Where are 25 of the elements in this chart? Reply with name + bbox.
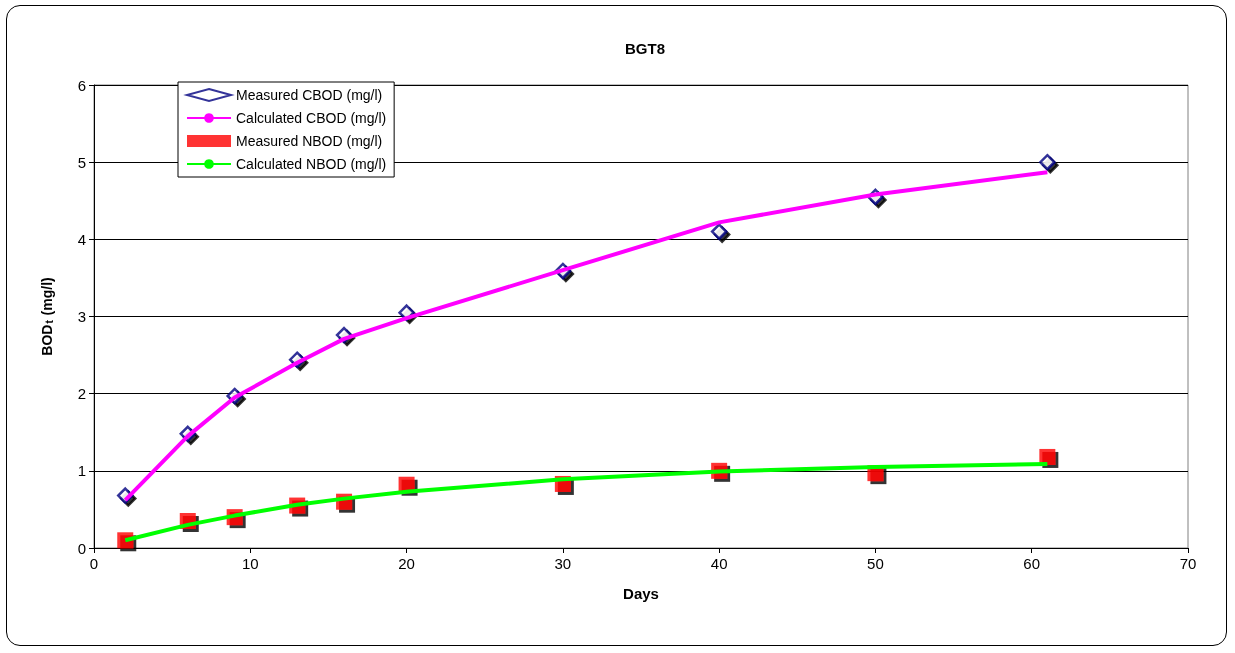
x-tick-label: 20 bbox=[398, 555, 415, 572]
y-tick-label: 2 bbox=[77, 385, 86, 403]
x-axis-title: Days bbox=[623, 585, 659, 602]
point bbox=[1039, 448, 1056, 465]
chart-title: BGT8 bbox=[624, 40, 666, 57]
y-tick-label: 6 bbox=[77, 76, 86, 94]
x-tick-label: 10 bbox=[241, 555, 259, 572]
legend-label: Measured CBOD (mg/l) bbox=[236, 87, 383, 103]
legend-label: Calculated CBOD (mg/l) bbox=[236, 110, 387, 126]
legend-label: Measured NBOD (mg/l) bbox=[236, 133, 383, 149]
x-tick-label: 60 bbox=[1023, 555, 1041, 572]
y-tick-label: 4 bbox=[77, 230, 86, 248]
point bbox=[1039, 153, 1056, 171]
point bbox=[710, 223, 728, 240]
y-axis-title: BODt (mg/l) bbox=[39, 277, 55, 356]
y-tick-label: 3 bbox=[77, 308, 86, 325]
y-tick-label: 0 bbox=[77, 539, 86, 557]
x-tick-label: 70 bbox=[1179, 555, 1197, 572]
y-tick-label: 1 bbox=[77, 462, 86, 480]
x-tick-label: 40 bbox=[710, 555, 728, 572]
legend-label: Calculated NBOD (mg/l) bbox=[236, 156, 387, 172]
y-tick-label: 5 bbox=[77, 153, 86, 171]
x-tick-label: 0 bbox=[89, 555, 99, 572]
x-tick-label: 50 bbox=[867, 555, 884, 572]
x-tick-label: 30 bbox=[554, 555, 572, 572]
